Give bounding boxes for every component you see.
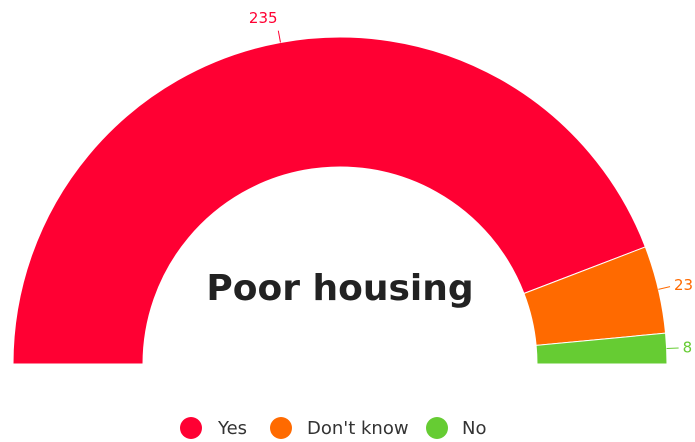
value-label: 8 <box>683 338 693 356</box>
chart-title: Poor housing <box>206 268 473 309</box>
value-label: 23 <box>674 276 693 294</box>
value-label: 235 <box>249 9 278 27</box>
legend-label: Yes <box>217 418 247 439</box>
segment <box>12 36 646 365</box>
leader-line <box>277 30 281 43</box>
leader-line <box>666 347 679 350</box>
legend-label: Don't know <box>307 418 409 439</box>
legend-marker <box>180 417 202 439</box>
leader-line <box>658 286 671 290</box>
legend-label: No <box>462 418 486 439</box>
segment <box>535 332 668 365</box>
legend-marker <box>426 417 448 439</box>
legend-marker <box>270 417 292 439</box>
